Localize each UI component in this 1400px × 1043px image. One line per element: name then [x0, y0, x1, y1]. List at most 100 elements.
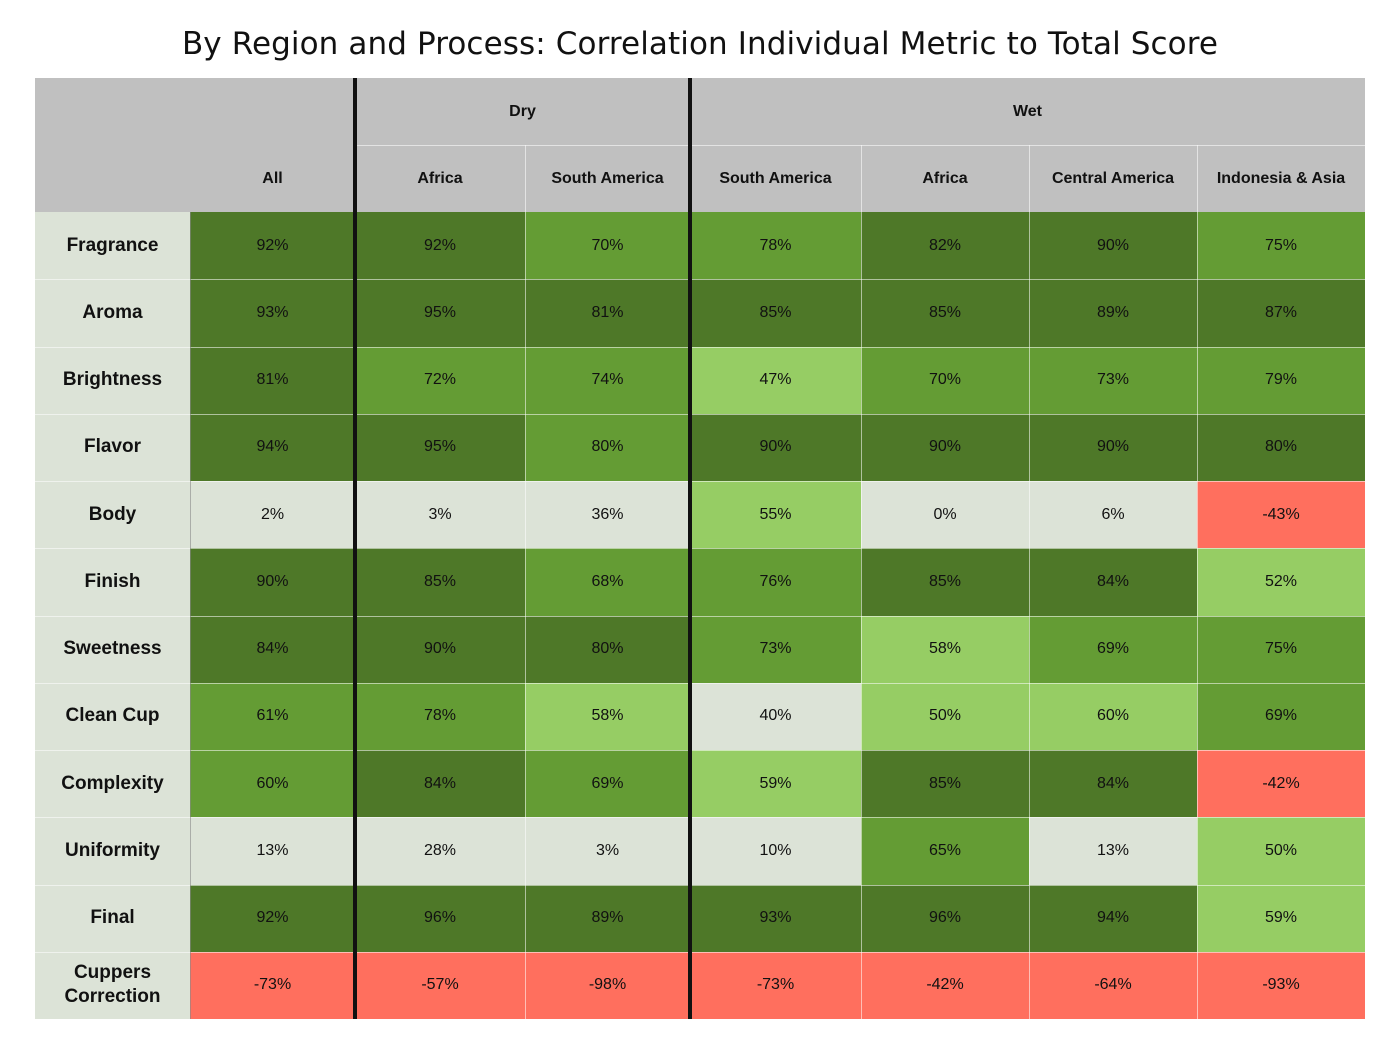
data-cell: 89% [525, 884, 690, 952]
data-cell: 96% [861, 884, 1029, 952]
data-cell: 92% [190, 884, 355, 952]
row-label: Cuppers Correction [35, 951, 190, 1019]
header-divider [355, 145, 1365, 146]
column-header: Central America [1051, 169, 1175, 187]
row-label: Fragrance [35, 212, 190, 280]
data-cell: 89% [1029, 279, 1197, 347]
data-cell: 58% [525, 682, 690, 750]
row-divider [35, 615, 1365, 617]
data-cell: 36% [525, 481, 690, 549]
data-cell: 90% [861, 413, 1029, 481]
data-cell: 85% [861, 548, 1029, 616]
data-cell: 90% [1029, 413, 1197, 481]
data-cell: 69% [1197, 682, 1365, 750]
row-divider [35, 951, 1365, 953]
column-header: All [262, 169, 283, 187]
data-cell: 50% [1197, 817, 1365, 885]
data-cell: 28% [355, 817, 525, 885]
column-group-header: Wet [1012, 102, 1043, 120]
row-label: Sweetness [35, 615, 190, 683]
column-header: South America [719, 169, 832, 187]
row-label: Uniformity [35, 817, 190, 885]
data-cell: 60% [190, 750, 355, 818]
row-label: Aroma [35, 279, 190, 347]
data-cell: -93% [1197, 951, 1365, 1019]
row-label: Body [35, 481, 190, 549]
column-group-header [35, 78, 355, 145]
data-cell: 73% [690, 615, 861, 683]
data-cell: 84% [355, 750, 525, 818]
row-label: Flavor [35, 413, 190, 481]
data-cell: -42% [1197, 750, 1365, 818]
data-cell: 84% [1029, 750, 1197, 818]
column-group-header: Dry [509, 102, 536, 120]
data-cell: 92% [190, 212, 355, 280]
data-cell: 0% [861, 481, 1029, 549]
data-cell: -57% [355, 951, 525, 1019]
data-cell: 60% [1029, 682, 1197, 750]
data-cell: 93% [190, 279, 355, 347]
data-cell: -43% [1197, 481, 1365, 549]
data-cell: 95% [355, 279, 525, 347]
data-cell: 10% [690, 817, 861, 885]
column-divider [525, 145, 526, 1019]
data-cell: 2% [190, 481, 355, 549]
data-cell: -64% [1029, 951, 1197, 1019]
data-cell: 78% [690, 212, 861, 280]
row-label: Finish [35, 548, 190, 616]
column-header: South America [551, 169, 664, 187]
data-cell: 79% [1197, 346, 1365, 414]
data-cell: 85% [861, 750, 1029, 818]
column-divider [190, 212, 191, 1019]
column-header: Indonesia & Asia [1216, 169, 1346, 187]
data-cell: 85% [861, 279, 1029, 347]
data-cell: 81% [190, 346, 355, 414]
data-cell: 74% [525, 346, 690, 414]
data-cell: 90% [1029, 212, 1197, 280]
row-divider [35, 279, 1365, 281]
data-cell: 90% [690, 413, 861, 481]
data-cell: 52% [1197, 548, 1365, 616]
column-divider [1029, 145, 1030, 1019]
data-cell: 47% [690, 346, 861, 414]
row-divider [35, 817, 1365, 819]
data-cell: 85% [690, 279, 861, 347]
row-label: Complexity [35, 750, 190, 818]
data-cell: 93% [690, 884, 861, 952]
data-cell: 13% [190, 817, 355, 885]
data-cell: 80% [1197, 413, 1365, 481]
column-header: Africa [417, 169, 463, 187]
data-cell: 6% [1029, 481, 1197, 549]
column-divider [1197, 145, 1198, 1019]
row-label: Brightness [35, 346, 190, 414]
row-divider [35, 750, 1365, 751]
data-cell: 65% [861, 817, 1029, 885]
data-cell: 87% [1197, 279, 1365, 347]
data-cell: 58% [861, 615, 1029, 683]
data-cell: 96% [355, 884, 525, 952]
data-cell: 70% [861, 346, 1029, 414]
row-label: Final [35, 884, 190, 952]
data-cell: 40% [690, 682, 861, 750]
data-cell: 90% [355, 615, 525, 683]
data-cell: 3% [355, 481, 525, 549]
column-divider [861, 145, 862, 1019]
data-cell: 85% [355, 548, 525, 616]
data-cell: 94% [1029, 884, 1197, 952]
data-cell: -98% [525, 951, 690, 1019]
data-cell: 59% [1197, 884, 1365, 952]
correlation-table: Dry Wet All Africa South America South Americ… [35, 78, 1365, 1019]
data-cell: 75% [1197, 615, 1365, 683]
data-cell: -42% [861, 951, 1029, 1019]
row-divider [35, 346, 1365, 348]
data-cell: 94% [190, 413, 355, 481]
row-divider [35, 413, 1365, 415]
data-cell: 75% [1197, 212, 1365, 280]
row-divider [35, 548, 1365, 550]
data-cell: 55% [690, 481, 861, 549]
data-cell: 59% [690, 750, 861, 818]
data-cell: 69% [1029, 615, 1197, 683]
data-cell: 90% [190, 548, 355, 616]
data-cell: 69% [525, 750, 690, 818]
data-cell: -73% [690, 951, 861, 1019]
